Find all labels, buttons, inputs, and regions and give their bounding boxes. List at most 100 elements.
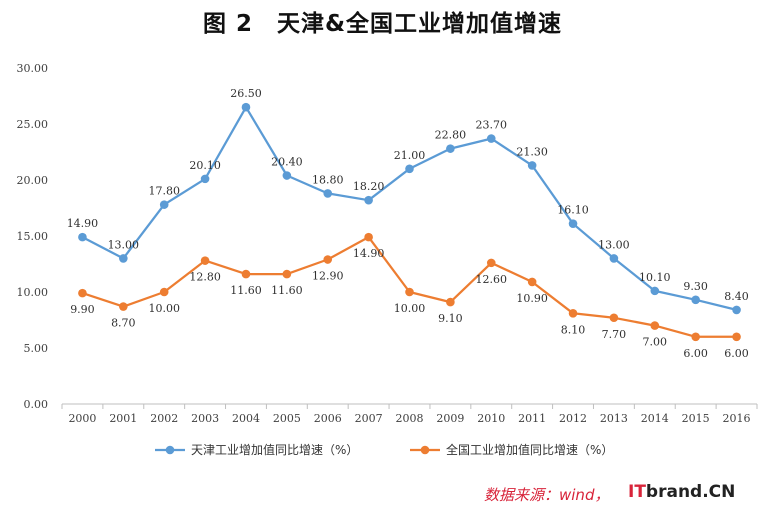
x-tick-label: 2002 (150, 412, 178, 425)
data-point (650, 321, 660, 330)
data-label: 7.70 (602, 328, 627, 341)
data-label: 9.10 (438, 312, 463, 325)
data-label: 13.00 (598, 238, 630, 251)
data-point (159, 287, 169, 297)
data-point (527, 161, 537, 170)
data-label: 10.00 (394, 302, 426, 315)
data-label: 10.90 (516, 292, 548, 305)
y-tick-label: 0.00 (24, 398, 49, 411)
data-label: 22.80 (435, 129, 467, 142)
data-point (364, 232, 373, 242)
x-tick-label: 2003 (191, 412, 219, 425)
data-point (568, 308, 578, 318)
data-label: 9.30 (683, 280, 708, 293)
x-tick-label: 2013 (600, 412, 628, 425)
legend-dot-marker (165, 445, 175, 455)
data-point (241, 269, 251, 279)
data-label: 20.10 (189, 159, 221, 172)
data-point (241, 102, 251, 112)
data-point (364, 195, 373, 205)
data-point (405, 164, 414, 174)
site-watermark: ITbrand.CN (628, 482, 735, 502)
data-label: 9.90 (70, 303, 95, 316)
data-label: 10.00 (148, 302, 180, 315)
data-point (732, 332, 741, 342)
data-label: 11.60 (230, 284, 262, 297)
data-point (609, 254, 619, 263)
watermark-prefix: IT (628, 482, 646, 502)
chart-data-labels: 14.90 13.00 17.80 20.10 26.50 20.40 18.80 18.20… (67, 87, 749, 360)
x-tick-label: 2004 (232, 412, 260, 425)
y-tick-label: 30.00 (17, 62, 49, 75)
data-point (282, 269, 292, 279)
chart-series (78, 102, 741, 342)
data-point (691, 295, 700, 305)
y-tick-label: 15.00 (17, 230, 49, 243)
x-tick-label: 2001 (109, 412, 137, 425)
data-point (159, 200, 169, 209)
data-label: 8.10 (561, 323, 586, 336)
data-label: 21.00 (394, 149, 426, 162)
data-label: 14.90 (353, 247, 385, 260)
data-point (119, 254, 128, 263)
watermark-rest: brand.CN (645, 482, 736, 502)
data-point (78, 288, 87, 298)
data-label: 12.80 (189, 271, 221, 284)
data-label: 8.40 (724, 290, 749, 303)
data-label: 11.60 (271, 284, 303, 297)
x-tick-label: 2012 (559, 412, 587, 425)
data-point (486, 258, 496, 268)
data-point (78, 232, 87, 242)
data-point (200, 174, 210, 184)
data-point (282, 171, 292, 180)
data-label: 17.80 (148, 185, 180, 198)
x-tick-label: 2014 (641, 412, 669, 425)
legend-label: 天津工业增加值同比增速（%） (191, 442, 358, 457)
data-point (323, 189, 333, 198)
data-point (527, 277, 537, 287)
x-tick-label: 2011 (518, 412, 546, 425)
data-label: 7.00 (643, 336, 668, 349)
data-point (732, 305, 741, 315)
data-point (200, 256, 210, 265)
chart-legend: 天津工业增加值同比增速（%） 全国工业增加值同比增速（%） (155, 442, 613, 457)
data-point (650, 286, 660, 296)
series-line-2 (82, 235, 737, 338)
data-label: 18.20 (353, 180, 385, 193)
data-label: 12.90 (312, 270, 344, 283)
data-source-note: 数据来源：wind， (484, 486, 610, 504)
x-tick-label: 2015 (682, 412, 710, 425)
chart-axes: 2000 2001 2002 2003 2004 2005 2006 2007 2008 2009… (17, 62, 758, 425)
data-label: 23.70 (476, 119, 508, 132)
x-tick-label: 2005 (273, 412, 301, 425)
x-tick-label: 2010 (477, 412, 505, 425)
data-label: 16.10 (557, 204, 589, 217)
data-point (323, 255, 333, 264)
chart-title: 图 2 天津&全国工业增加值增速 (202, 11, 563, 37)
data-point (446, 144, 455, 153)
x-tick-label: 2016 (723, 412, 751, 425)
data-label: 6.00 (683, 347, 708, 360)
data-point (486, 134, 496, 143)
data-point (446, 297, 455, 307)
data-point (405, 287, 414, 297)
data-point (568, 219, 578, 228)
y-tick-label: 25.00 (17, 118, 49, 131)
legend-label: 全国工业增加值同比增速（%） (446, 442, 613, 457)
data-label: 10.10 (639, 271, 671, 284)
data-label: 13.00 (108, 238, 140, 251)
x-tick-label: 2008 (396, 412, 424, 425)
data-point (691, 332, 700, 342)
data-label: 6.00 (724, 347, 749, 360)
data-label: 18.80 (312, 173, 344, 186)
data-label: 20.40 (271, 156, 303, 169)
data-label: 12.60 (476, 273, 508, 286)
data-label: 21.30 (516, 145, 548, 158)
x-tick-label: 2009 (436, 412, 464, 425)
data-point (119, 302, 128, 311)
y-tick-label: 5.00 (24, 342, 49, 355)
data-label: 26.50 (230, 87, 262, 100)
x-tick-label: 2000 (68, 412, 96, 425)
data-label: 8.70 (111, 317, 136, 330)
